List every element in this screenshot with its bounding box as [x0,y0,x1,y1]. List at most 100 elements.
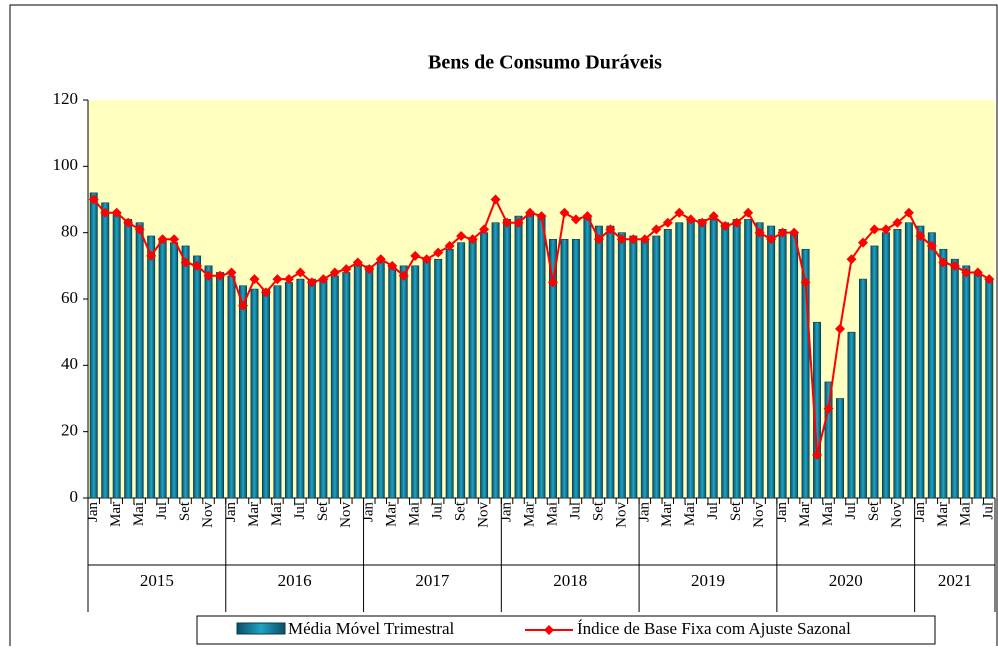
marker [662,217,673,228]
bar [560,239,569,499]
bar [927,232,936,499]
legend-marker [544,625,554,635]
marker [88,194,99,205]
bar [319,278,328,499]
bar [801,248,810,499]
marker [146,250,157,261]
bar [537,215,546,499]
bar [629,235,638,499]
marker [192,260,203,271]
y-tick-label: 100 [53,155,79,174]
x-tick-label: Jul [567,502,583,520]
year-label: 2020 [829,571,863,590]
marker [318,274,329,285]
x-tick-label: Set [177,501,193,521]
x-tick-label: Set [315,501,331,521]
marker [743,207,754,218]
marker [685,214,696,225]
marker [616,234,627,245]
bar [721,222,730,499]
x-tick-label: Jul [981,502,997,520]
bar [767,225,776,499]
marker [835,323,846,334]
x-tick-label: Mai [820,502,836,526]
marker [375,254,386,265]
marker [306,277,317,288]
marker [352,257,363,268]
marker [651,224,662,235]
bar [135,222,144,499]
x-tick-label: Mai [682,502,698,526]
bar [261,288,270,499]
bar [824,381,833,499]
marker [536,211,547,222]
x-tick-label: Nov [751,502,767,528]
marker [513,217,524,228]
marker [479,224,490,235]
marker [387,260,398,271]
y-tick-label: 20 [61,421,78,440]
x-tick-label: Mai [958,502,974,526]
x-tick-label: Mar [384,502,400,527]
marker [490,194,501,205]
bar [881,232,890,499]
bar [273,285,282,499]
marker [720,221,731,232]
bar [583,215,592,499]
bar [457,242,466,499]
marker [123,217,134,228]
marker [812,449,823,460]
bar [675,222,684,499]
bar [376,262,385,499]
bar [744,219,753,499]
bar [147,235,156,499]
bar [755,222,764,499]
marker [180,257,191,268]
x-tick-label: Jan [912,502,928,522]
bar [284,282,293,499]
x-tick-label: Mar [246,502,262,527]
x-tick-label: Mar [935,502,951,527]
marker [283,274,294,285]
x-tick-label: Mar [521,502,537,527]
bar [893,229,902,499]
marker [100,207,111,218]
x-tick-label: Set [590,501,606,521]
x-tick-label: Jan [774,502,790,522]
marker [570,214,581,225]
marker [260,287,271,298]
bar [962,265,971,499]
marker [456,230,467,241]
bar [181,245,190,499]
chart-title: Bens de Consumo Duráveis [428,52,662,74]
x-tick-label: Nov [476,502,492,528]
y-tick-label: 40 [61,354,78,373]
bar [663,229,672,499]
marker [789,227,800,238]
bar [170,242,179,499]
year-label: 2017 [415,571,450,590]
marker [444,240,455,251]
x-tick-label: Jul [430,502,446,520]
bar [307,278,316,499]
marker [272,274,283,285]
marker [169,234,180,245]
marker [421,254,432,265]
x-tick-label: Mar [659,502,675,527]
x-tick-label: Nov [613,502,629,528]
bar [904,222,913,499]
marker [605,224,616,235]
x-tick-label: Jul [154,502,170,520]
year-label: 2015 [140,571,174,590]
marker [846,254,857,265]
bar [434,258,443,499]
marker [295,267,306,278]
bar [652,235,661,499]
x-tick-label: Jan [636,502,652,522]
y-tick-label: 60 [61,288,78,307]
x-tick-label: Mai [131,502,147,526]
bar [732,219,741,499]
bar [514,215,523,499]
bar [158,239,167,499]
x-tick-label: Nov [889,502,905,528]
